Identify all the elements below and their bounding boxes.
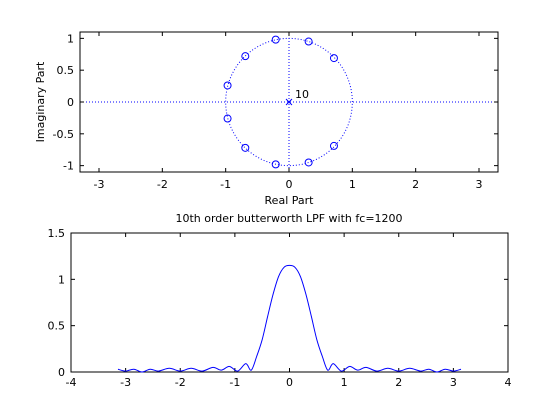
y-axis-label: Imaginary Part <box>34 61 47 142</box>
zero-marker <box>271 35 280 44</box>
magnitude-response-line <box>117 264 462 373</box>
x-axis-label: Real Part <box>265 194 315 207</box>
frequency-response-axes: 10th order butterworth LPF with fc=1200 … <box>48 212 512 389</box>
pole-zero-markers <box>223 35 338 169</box>
pole-multiplicity-label: 10 <box>295 88 309 101</box>
zero-marker <box>223 81 232 90</box>
x-tick-label: 2 <box>395 376 402 389</box>
pole-zero-axes: -3 -2 -1 0 1 2 3 1 0.5 0 -0.5 -1 10 Real Part Imagi… <box>34 31 499 207</box>
zero-marker <box>304 158 313 167</box>
zero-marker <box>329 141 338 150</box>
y-tick-label: 0.5 <box>48 320 66 333</box>
x-tick-label: 1 <box>341 376 348 389</box>
x-tick-label: 1 <box>349 178 356 191</box>
pole-zero-ticks: -3 -2 -1 0 1 2 3 1 0.5 0 -0.5 -1 <box>53 32 498 191</box>
x-tick-label: 4 <box>505 376 512 389</box>
x-tick-label: -4 <box>66 376 77 389</box>
zero-marker <box>241 143 250 152</box>
x-tick-label: -3 <box>94 178 105 191</box>
zero-marker <box>223 114 232 123</box>
x-tick-label: -1 <box>220 178 231 191</box>
x-tick-label: -2 <box>157 178 168 191</box>
x-tick-label: 2 <box>412 178 419 191</box>
zero-marker <box>241 52 250 61</box>
unit-circle <box>225 37 353 167</box>
y-tick-label: 0.5 <box>57 64 75 77</box>
x-tick-label: 3 <box>476 178 483 191</box>
x-tick-label: 0 <box>286 178 293 191</box>
y-tick-label: 0 <box>58 366 65 379</box>
x-tick-label: -3 <box>120 376 131 389</box>
zero-marker <box>304 37 313 46</box>
x-tick-label: -1 <box>229 376 240 389</box>
y-tick-label: -1 <box>63 160 74 173</box>
x-tick-label: 0 <box>286 376 293 389</box>
y-tick-label: 1 <box>58 273 65 286</box>
x-tick-label: -2 <box>175 376 186 389</box>
y-tick-label: 1.5 <box>48 227 66 240</box>
y-tick-label: -0.5 <box>53 128 74 141</box>
zero-marker <box>329 54 338 63</box>
y-tick-label: 1 <box>67 32 74 45</box>
y-tick-label: 0 <box>67 96 74 109</box>
pole-marker <box>285 98 293 106</box>
x-tick-label: 3 <box>450 376 457 389</box>
chart-title: 10th order butterworth LPF with fc=1200 <box>175 212 402 225</box>
frequency-response-ticks: -4 -3 -2 -1 0 1 2 3 4 1.5 1 0.5 0 <box>48 227 512 389</box>
zero-marker <box>271 160 280 169</box>
frequency-response-plot-frame <box>70 232 509 373</box>
